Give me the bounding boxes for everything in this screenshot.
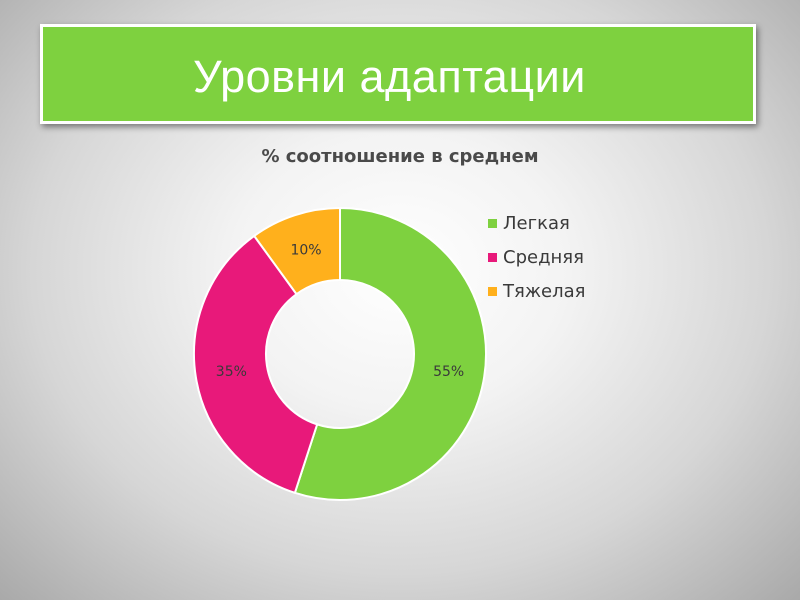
chart-title: % соотношение в среднем <box>261 146 539 167</box>
data-label-3: 10% <box>290 242 321 258</box>
legend-swatch-2 <box>488 253 497 262</box>
slice-1 <box>293 206 487 501</box>
legend-label-2: Средняя <box>503 247 584 268</box>
slice-2 <box>193 234 319 495</box>
legend-swatch-1 <box>488 219 497 228</box>
slide-title: Уровни адаптации <box>193 51 586 102</box>
data-label-1: 55% <box>433 364 464 380</box>
title-banner: Уровни адаптации <box>40 24 756 124</box>
data-label-2: 35% <box>216 364 247 380</box>
legend-label-1: Легкая <box>503 213 570 234</box>
slice-3 <box>252 206 341 296</box>
legend-label-3: Тяжелая <box>502 281 585 302</box>
legend-swatch-3 <box>488 287 497 296</box>
